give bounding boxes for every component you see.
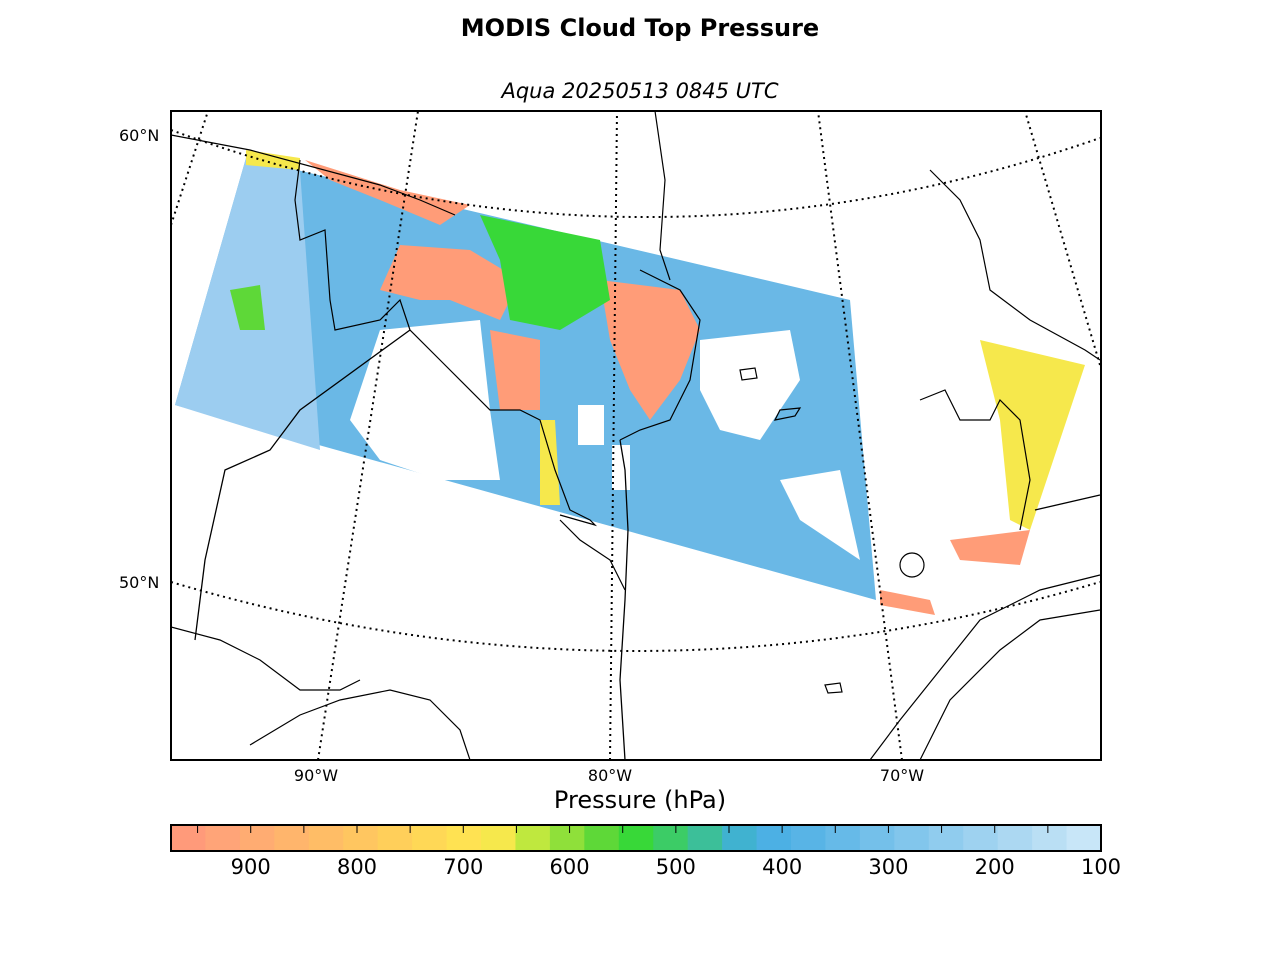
colorbar-swatch [239,825,275,851]
low-cloud-region-2 [380,245,520,320]
colorbar-swatch [515,825,551,851]
colorbar-swatches [171,825,1102,851]
colorbar-swatch [653,825,689,851]
colorbar-tick-label: 800 [336,855,378,879]
colorbar-tick-label: 500 [655,855,696,879]
clear-gap-4 [578,405,604,445]
colorbar-swatch [722,825,758,851]
colorbar-tick-label: 200 [974,855,1015,879]
colorbar-swatch [997,825,1033,851]
colorbar-swatch [446,825,482,851]
colorbar-swatch [756,825,792,851]
mid-cloud-region-1 [480,215,610,330]
colorbar-swatch [618,825,654,851]
colorbar-swatch [963,825,999,851]
yellow-cloud-region-1 [980,340,1085,530]
colorbar-swatch [549,825,585,851]
low-cloud-region-3 [600,280,700,420]
colorbar-label: Pressure (hPa) [553,786,727,814]
low-cloud-region-6 [950,530,1030,565]
colorbar-frame [170,824,1102,852]
colorbar-swatch [171,825,206,851]
borders [194,329,1101,760]
colorbar-swatch [825,825,861,851]
clear-gap-3 [780,470,860,560]
colorbar-swatch [687,825,723,851]
colorbar-tick-label: 400 [762,855,803,879]
yellow-cloud-region-2 [540,420,560,505]
lat-label-60n: 60°N [119,126,160,145]
yellow-cloud-region-3 [246,150,300,170]
colorbar-swatch [894,825,930,851]
colorbar-swatch [481,825,516,851]
colorbar-swatch [1032,825,1068,851]
colorbar-tick-label: 700 [443,855,484,879]
lon-label-90w: 90°W [293,766,339,785]
graticule [171,111,1101,760]
lat-label-50n: 50°N [119,573,160,592]
colorbar-swatch [1066,825,1102,851]
chart-title: MODIS Cloud Top Pressure [460,14,820,42]
colorbar-swatch [205,825,241,851]
chart-subtitle: Aqua 20250513 0845 UTC [501,79,779,103]
map-frame [170,110,1102,761]
mid-cloud-region-2 [230,285,265,330]
colorbar-tick-label: 600 [549,855,590,879]
clear-gap-1 [350,320,500,480]
colorbar-swatch [928,825,964,851]
coastlines [171,111,1101,760]
colorbar-swatch [584,825,620,851]
colorbar-tick-label: 100 [1080,855,1122,879]
lon-label-80w: 80°W [587,766,633,785]
low-cloud-region-4 [490,330,540,410]
colorbar-tick-label: 900 [230,855,271,879]
colorbar-swatch [412,825,448,851]
colorbar-swatch [859,825,895,851]
lon-label-70w: 70°W [879,766,925,785]
colorbar-swatch [377,825,413,851]
colorbar-swatch [791,825,826,851]
clear-gap-2 [700,330,800,440]
colorbar-swatch [308,825,344,851]
colorbar-tick-label: 300 [868,855,909,879]
low-cloud-region-5 [880,590,935,615]
colorbar-swatch [343,825,379,851]
